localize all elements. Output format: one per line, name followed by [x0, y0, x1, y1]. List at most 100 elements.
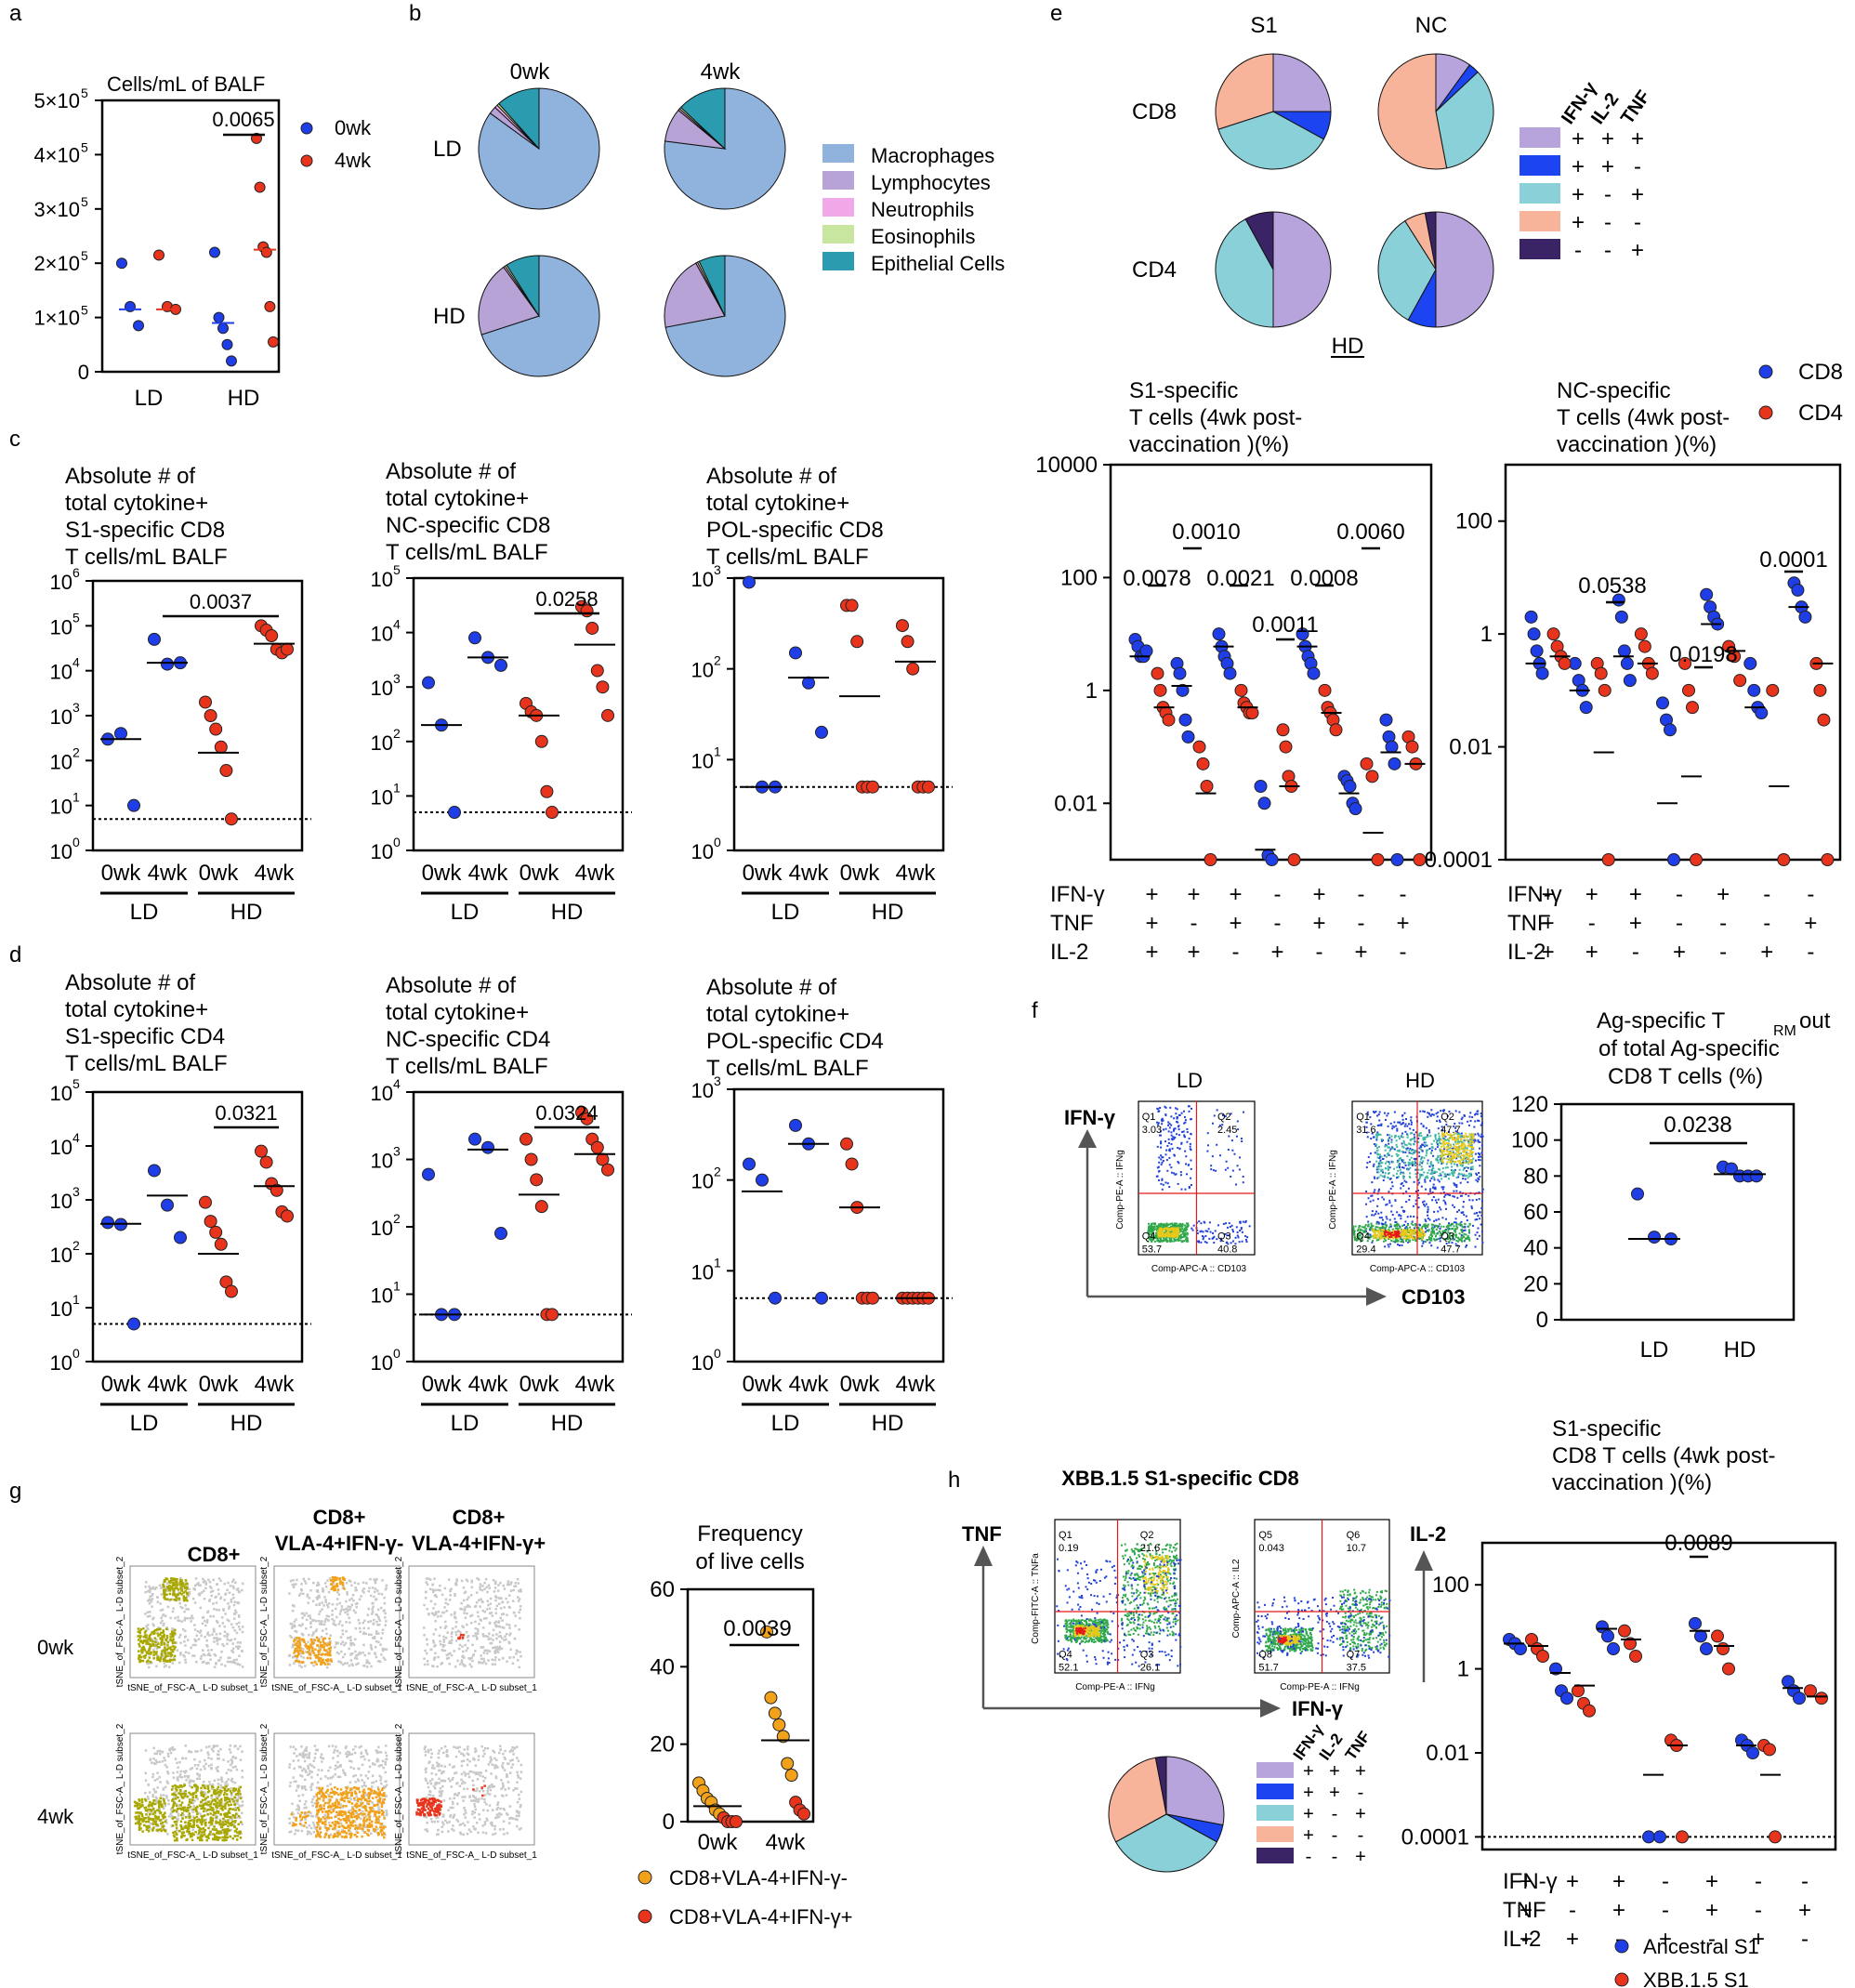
flow-event — [1390, 1155, 1393, 1158]
data-point — [1676, 1830, 1689, 1844]
tsne-event — [241, 1630, 244, 1634]
tsne-event — [234, 1581, 237, 1585]
tsne-event — [227, 1581, 230, 1585]
data-point — [199, 695, 212, 709]
flow-event — [1163, 1222, 1165, 1225]
flow-event — [1402, 1166, 1405, 1169]
y-tick-label: 1 — [1457, 1657, 1469, 1682]
flow-event — [1444, 1173, 1447, 1176]
tsne-event — [164, 1665, 167, 1667]
flow-event — [1450, 1165, 1453, 1168]
flow-event — [1460, 1220, 1463, 1223]
flow-event — [1157, 1230, 1160, 1232]
flow-event — [1401, 1244, 1403, 1246]
tsne-event — [362, 1626, 365, 1630]
tsne-event — [302, 1656, 306, 1659]
data-point — [1694, 1629, 1707, 1643]
flow-event — [1167, 1229, 1170, 1231]
tsne-event — [152, 1644, 155, 1647]
tsne-event — [182, 1653, 185, 1657]
tsne-event — [367, 1607, 370, 1611]
flow-event — [1170, 1166, 1173, 1169]
flow-event — [1384, 1221, 1387, 1224]
y-tick-exponent: 4 — [393, 1076, 401, 1091]
tsne-event — [233, 1638, 237, 1640]
tsne-event — [199, 1592, 202, 1595]
flow-event — [1246, 1236, 1249, 1239]
tsne-event — [382, 1656, 386, 1659]
data-point — [422, 676, 435, 690]
flow-event — [1465, 1192, 1467, 1195]
tsne-event — [321, 1587, 324, 1590]
legend-label: Lymphocytes — [871, 171, 991, 194]
flow-event — [1398, 1135, 1401, 1138]
tsne-event — [212, 1578, 215, 1582]
flow-event — [1467, 1166, 1469, 1169]
tsne-event — [163, 1622, 165, 1626]
flow-event — [1401, 1118, 1404, 1121]
data-point — [769, 1291, 782, 1305]
tsne-event — [358, 1598, 362, 1601]
flow-event — [1163, 1238, 1165, 1241]
flow-event — [1160, 1225, 1163, 1228]
tsne-event — [202, 1615, 205, 1619]
data-point — [1365, 770, 1379, 783]
flow-event — [1457, 1155, 1460, 1158]
tsne-event — [217, 1577, 221, 1580]
flow-event — [1178, 1235, 1181, 1238]
tsne-event — [208, 1581, 212, 1584]
flow-event — [1396, 1211, 1399, 1214]
condition-sign: - — [1662, 1898, 1669, 1923]
tsne-event — [183, 1610, 186, 1613]
tsne-event — [241, 1588, 243, 1592]
tsne-event — [185, 1607, 188, 1611]
data-point — [520, 1132, 533, 1146]
y-tick-exponent: 2 — [714, 1165, 721, 1179]
flow-event — [1460, 1132, 1463, 1135]
tsne-event — [141, 1659, 145, 1663]
flow-event — [1396, 1238, 1399, 1241]
flow-event — [1433, 1170, 1436, 1173]
chart-title: vaccination )(%) — [1557, 432, 1717, 457]
tsne-event — [307, 1614, 310, 1617]
flow-event — [1372, 1240, 1375, 1243]
tsne-event — [341, 1581, 345, 1585]
chart-title: S1-specific CD8 — [65, 518, 225, 543]
flow-event — [1180, 1230, 1183, 1232]
flow-event — [1371, 1210, 1374, 1213]
flow-event — [1395, 1232, 1398, 1235]
flow-event — [1167, 1141, 1170, 1144]
tsne-event — [314, 1648, 317, 1652]
flow-event — [1454, 1163, 1456, 1165]
tsne-event — [341, 1640, 345, 1643]
data-point — [524, 1152, 538, 1166]
flow-event — [1411, 1229, 1414, 1231]
flow-event — [1159, 1229, 1162, 1231]
tsne-event — [231, 1647, 235, 1651]
flow-event — [1461, 1141, 1464, 1144]
flow-event — [1175, 1228, 1177, 1231]
flow-event — [1386, 1160, 1388, 1163]
flow-event — [1233, 1152, 1236, 1155]
data-point — [127, 798, 140, 812]
flow-event — [1462, 1178, 1465, 1180]
flow-event — [1402, 1178, 1405, 1180]
flow-event — [1480, 1135, 1483, 1138]
y-tick-exponent: 1 — [714, 1255, 721, 1270]
flow-event — [1173, 1128, 1176, 1131]
flow-event — [1406, 1136, 1409, 1139]
flow-event — [1443, 1175, 1446, 1178]
flow-event — [1474, 1233, 1477, 1236]
flow-event — [1375, 1150, 1378, 1152]
condition-sign: - — [1719, 940, 1727, 965]
data-point — [580, 1112, 594, 1126]
flow-event — [1424, 1180, 1427, 1183]
flow-event — [1472, 1138, 1475, 1140]
flow-event — [1365, 1121, 1368, 1124]
flow-event — [1397, 1153, 1400, 1156]
tsne-event — [178, 1591, 180, 1594]
flow-event — [1442, 1225, 1445, 1228]
flow-event — [1461, 1154, 1464, 1157]
tsne-event — [144, 1653, 147, 1657]
legend-sign: - — [1634, 210, 1641, 235]
